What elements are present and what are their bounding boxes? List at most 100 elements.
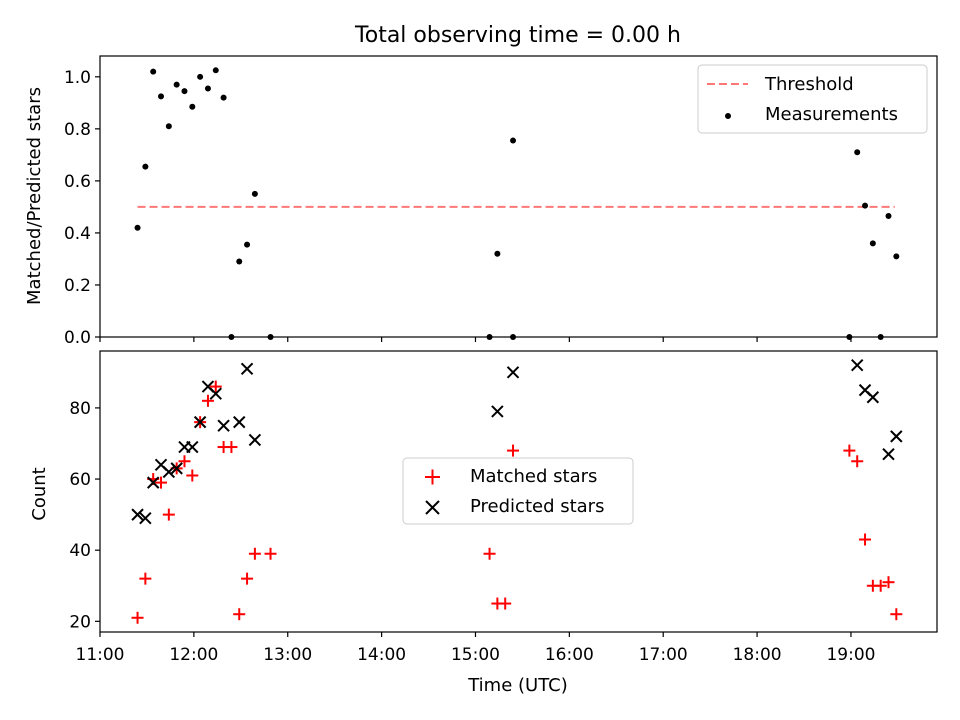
matched-stars-point <box>139 572 152 585</box>
matched-stars-point <box>209 380 222 393</box>
bottom-panel: 20 40 60 80 11:00 12:00 13:00 14:00 15:00 16:00 17… <box>69 350 938 665</box>
predicted-stars-point <box>162 465 176 479</box>
measurement-point <box>244 241 251 248</box>
top-y-tick-label: 0.6 <box>64 172 91 192</box>
legend-predicted-label: Predicted stars <box>470 496 604 517</box>
bottom-plot-frame <box>99 350 938 633</box>
top-y-tick-label: 0.8 <box>64 120 91 140</box>
x-marker-b <box>851 359 864 372</box>
matched-stars-point <box>225 441 238 454</box>
measurement-point <box>893 253 900 260</box>
x-marker-b <box>186 440 199 454</box>
x-tick-label: 11:00 <box>76 645 125 665</box>
predicted-stars-point <box>233 415 246 429</box>
predicted-stars-point <box>248 433 262 447</box>
matched-stars-point <box>507 444 520 457</box>
legend-measurements-label: Measurements <box>765 104 898 125</box>
x-tick-label: 14:00 <box>357 645 406 665</box>
measurement-point <box>236 258 243 265</box>
x-marker-b <box>858 383 872 397</box>
bottom-y-tick-label: 20 <box>69 612 91 632</box>
measurement-point <box>251 190 258 197</box>
measurement-point <box>220 94 227 101</box>
measurement-point <box>189 103 196 110</box>
matched-stars-point <box>248 547 261 560</box>
measurement-point <box>510 137 517 144</box>
x-marker-b <box>491 405 504 418</box>
matched-stars-point <box>499 597 512 610</box>
predicted-stars-point <box>170 462 183 475</box>
x-tick-label: 19:00 <box>826 645 875 665</box>
matched-stars-point <box>178 455 191 468</box>
x-tick-label: 18:00 <box>733 645 782 665</box>
measurement-point <box>885 213 892 220</box>
predicted-stars-point <box>240 362 254 375</box>
predicted-stars-point <box>217 419 230 432</box>
measurement-point <box>204 85 211 92</box>
x-marker-b <box>154 458 168 472</box>
x-marker-b <box>146 476 160 489</box>
measurement-point <box>869 240 876 247</box>
bottom-legend: Matched stars Predicted stars <box>402 457 634 525</box>
measurement-point <box>494 250 501 257</box>
measurement-point <box>142 163 149 170</box>
predicted-stars-point <box>890 430 903 443</box>
top-legend: Threshold Measurements <box>697 64 928 134</box>
matched-stars-point <box>483 547 496 560</box>
legend-predicted-swatch <box>425 500 440 515</box>
matched-stars-point <box>155 476 168 489</box>
x-tick-label: 12:00 <box>169 645 218 665</box>
matched-stars-point <box>131 611 144 624</box>
matched-stars-point <box>162 508 175 521</box>
bottom-y-tick-label: 60 <box>69 470 91 490</box>
predicted-stars-point <box>882 447 895 461</box>
measurement-point <box>150 68 157 75</box>
legend-threshold-label: Threshold <box>764 74 854 95</box>
x-marker-b <box>139 511 152 525</box>
top-panel: 0.0 0.2 0.4 0.6 0.8 1.0 <box>64 55 938 348</box>
measurement-point <box>862 202 869 209</box>
x-tick-label: 13:00 <box>263 645 312 665</box>
x-tick-label: 15:00 <box>451 645 500 665</box>
predicted-stars-point <box>491 405 504 418</box>
x-marker-b <box>866 391 880 404</box>
x-marker-b <box>217 419 230 432</box>
predicted-stars-point <box>506 366 520 379</box>
x-marker-b <box>240 362 254 375</box>
x-marker-b <box>170 462 183 475</box>
matched-stars-point <box>233 608 246 621</box>
matched-stars-point <box>264 547 277 560</box>
top-y-tick-label: 0.2 <box>64 276 91 296</box>
legend-matched-label: Matched stars <box>470 466 597 487</box>
matched-stars-point <box>843 444 856 457</box>
bottom-y-axis-label: Count <box>29 467 50 520</box>
top-legend-box <box>697 64 928 134</box>
predicted-stars-point <box>851 359 864 372</box>
x-marker-b <box>882 447 895 461</box>
x-marker-b <box>131 508 144 521</box>
top-y-tick-label: 0.0 <box>64 328 91 348</box>
predicted-stars-point <box>866 391 880 404</box>
legend-measurements-swatch <box>725 113 731 119</box>
predicted-stars-point <box>186 440 199 454</box>
legend-matched-swatch <box>425 469 440 485</box>
measurement-point <box>197 73 204 80</box>
x-tick-label: 17:00 <box>639 645 688 665</box>
x-marker-b <box>193 415 207 429</box>
x-marker-b <box>209 387 222 400</box>
top-y-tick-label: 0.4 <box>64 224 91 244</box>
predicted-stars-point <box>209 387 222 400</box>
measurement-point <box>854 149 861 156</box>
predicted-stars-point <box>146 476 160 489</box>
x-tick-label: 16:00 <box>545 645 594 665</box>
x-marker-b <box>248 433 262 447</box>
matched-stars-point <box>201 394 214 407</box>
bottom-y-tick-label: 40 <box>69 541 91 561</box>
top-y-tick-label: 1.0 <box>64 68 91 88</box>
top-y-axis-label: Matched/Predicted stars <box>24 87 45 305</box>
measurement-point <box>158 93 165 100</box>
x-marker-b <box>233 415 246 429</box>
x-marker-b <box>201 380 215 393</box>
matched-stars-point <box>851 455 864 468</box>
